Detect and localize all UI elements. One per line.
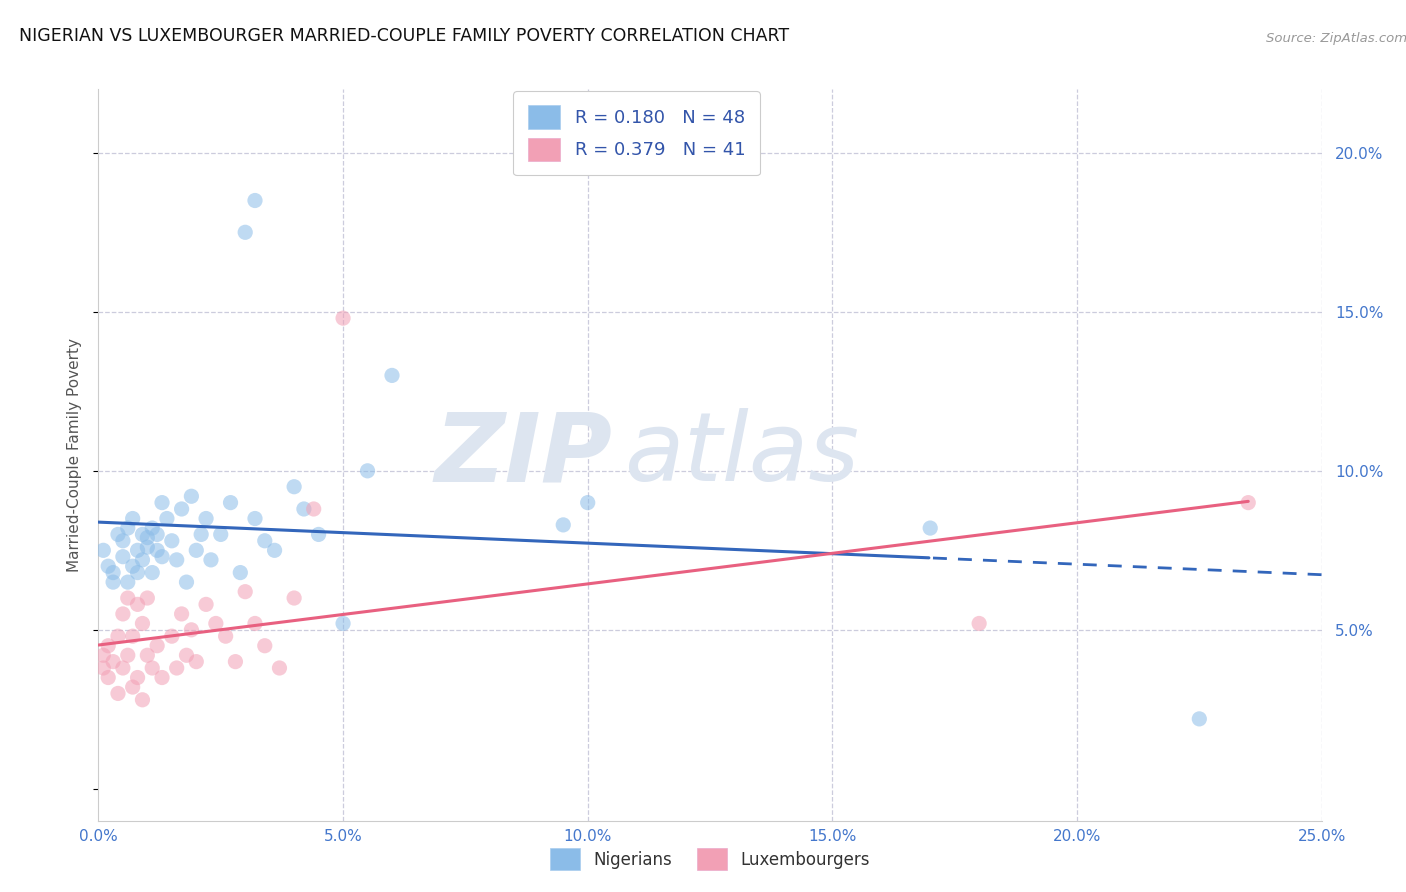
Point	[332, 311, 354, 326]
Point	[117, 521, 139, 535]
Point	[127, 598, 149, 612]
Point	[920, 521, 942, 535]
Point	[195, 511, 218, 525]
Point	[253, 533, 276, 548]
Point	[121, 559, 143, 574]
Point	[111, 607, 134, 621]
Point	[576, 495, 599, 509]
Point	[121, 511, 143, 525]
Point	[553, 517, 575, 532]
Point	[186, 543, 208, 558]
Point	[381, 368, 404, 383]
Point	[150, 495, 173, 509]
Point	[136, 540, 159, 554]
Point	[146, 527, 169, 541]
Point	[200, 553, 222, 567]
Point	[111, 533, 134, 548]
Point	[186, 655, 208, 669]
Point	[283, 480, 305, 494]
Point	[233, 584, 256, 599]
Point	[967, 616, 990, 631]
Point	[107, 629, 129, 643]
Point	[131, 527, 153, 541]
Point	[263, 543, 285, 558]
Point	[121, 629, 143, 643]
Point	[111, 549, 134, 564]
Text: Source: ZipAtlas.com: Source: ZipAtlas.com	[1267, 32, 1406, 45]
Y-axis label: Married-Couple Family Poverty: Married-Couple Family Poverty	[67, 338, 83, 572]
Point	[176, 648, 198, 663]
Point	[121, 680, 143, 694]
Point	[107, 527, 129, 541]
Point	[233, 225, 256, 239]
Point	[170, 607, 193, 621]
Point	[127, 566, 149, 580]
Point	[160, 629, 183, 643]
Legend: Nigerians, Luxembourgers: Nigerians, Luxembourgers	[541, 840, 879, 878]
Point	[101, 566, 124, 580]
Point	[117, 575, 139, 590]
Point	[292, 502, 315, 516]
Point	[214, 629, 236, 643]
Point	[131, 693, 153, 707]
Point	[308, 527, 330, 541]
Point	[91, 661, 114, 675]
Point	[141, 661, 163, 675]
Text: atlas: atlas	[624, 409, 859, 501]
Point	[180, 623, 202, 637]
Point	[229, 566, 252, 580]
Point	[253, 639, 276, 653]
Point	[190, 527, 212, 541]
Point	[131, 616, 153, 631]
Point	[97, 559, 120, 574]
Point	[195, 598, 218, 612]
Point	[127, 671, 149, 685]
Point	[146, 639, 169, 653]
Point	[117, 591, 139, 605]
Point	[131, 553, 153, 567]
Point	[156, 511, 179, 525]
Point	[136, 648, 159, 663]
Text: NIGERIAN VS LUXEMBOURGER MARRIED-COUPLE FAMILY POVERTY CORRELATION CHART: NIGERIAN VS LUXEMBOURGER MARRIED-COUPLE …	[18, 28, 789, 45]
Point	[209, 527, 232, 541]
Point	[146, 543, 169, 558]
Point	[332, 616, 354, 631]
Point	[141, 566, 163, 580]
Point	[1237, 495, 1260, 509]
Point	[356, 464, 378, 478]
Point	[180, 489, 202, 503]
Point	[150, 549, 173, 564]
Point	[136, 531, 159, 545]
Point	[302, 502, 325, 516]
Point	[243, 511, 266, 525]
Point	[101, 655, 124, 669]
Point	[243, 616, 266, 631]
Point	[166, 661, 188, 675]
Point	[160, 533, 183, 548]
Point	[91, 648, 114, 663]
Point	[97, 671, 120, 685]
Point	[269, 661, 291, 675]
Point	[101, 575, 124, 590]
Point	[136, 591, 159, 605]
Point	[224, 655, 246, 669]
Point	[1188, 712, 1211, 726]
Point	[117, 648, 139, 663]
Point	[170, 502, 193, 516]
Point	[166, 553, 188, 567]
Point	[283, 591, 305, 605]
Point	[243, 194, 266, 208]
Point	[127, 543, 149, 558]
Point	[205, 616, 228, 631]
Text: ZIP: ZIP	[434, 409, 612, 501]
Point	[111, 661, 134, 675]
Point	[219, 495, 242, 509]
Point	[91, 543, 114, 558]
Point	[141, 521, 163, 535]
Point	[107, 686, 129, 700]
Point	[150, 671, 173, 685]
Point	[176, 575, 198, 590]
Point	[97, 639, 120, 653]
